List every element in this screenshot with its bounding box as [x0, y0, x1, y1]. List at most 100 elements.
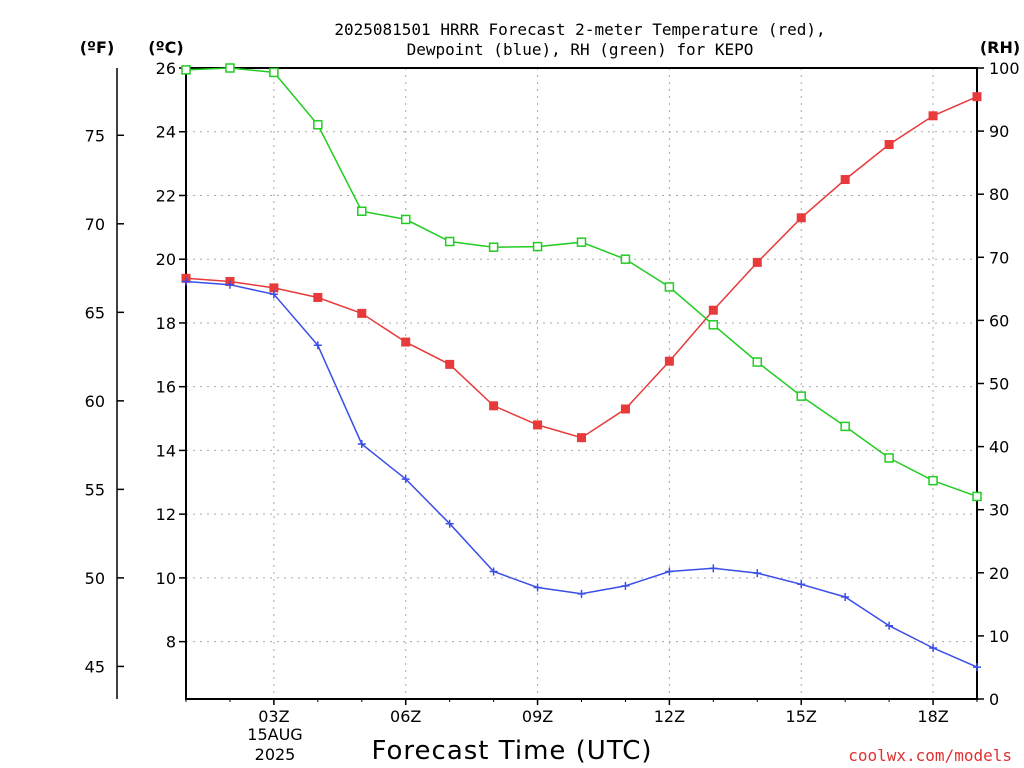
temperature-point — [928, 111, 938, 121]
relative-humidity-point — [532, 241, 543, 252]
x-tick-label: 06Z — [390, 707, 421, 726]
temperature-point — [708, 305, 718, 315]
rh-tick-label: 0 — [989, 690, 999, 709]
fahrenheit-tick-label: 50 — [85, 569, 105, 588]
celsius-tick-label: 24 — [156, 123, 176, 142]
relative-humidity-point — [181, 65, 191, 75]
temperature-point — [445, 359, 455, 369]
celsius-tick-label: 8 — [166, 633, 176, 652]
rh-tick-label: 90 — [989, 122, 1009, 141]
temperature-point — [313, 292, 323, 302]
celsius-tick-label: 12 — [156, 505, 176, 524]
axes-layer: 8 10 12 14 16 18 20 22 24 26 45 50 55 60 65 70 75 0 10 20 30… — [85, 59, 1020, 726]
temperature-point — [884, 139, 894, 149]
dewpoint-point — [225, 280, 234, 289]
temperature-point — [752, 257, 762, 267]
relative-humidity-point — [488, 242, 499, 252]
dewpoint-point — [885, 621, 894, 630]
x-tick-label: 09Z — [522, 707, 553, 726]
rh-tick-label: 80 — [989, 185, 1009, 204]
dewpoint-point — [973, 663, 981, 672]
relative-humidity-point — [313, 120, 323, 130]
rh-tick-label: 40 — [989, 438, 1009, 457]
temperature-point — [577, 433, 586, 443]
fahrenheit-tick-label: 75 — [85, 126, 105, 145]
dewpoint-point — [182, 277, 190, 286]
relative-humidity-point — [972, 491, 982, 502]
relative-humidity-point — [444, 236, 455, 247]
dewpoint-point — [577, 589, 586, 598]
temperature-point — [840, 175, 850, 185]
temperature-point — [489, 401, 499, 411]
relative-humidity-point — [620, 254, 631, 264]
temperature-point — [533, 420, 543, 430]
dewpoint-point — [401, 475, 410, 484]
dewpoint-line — [185, 280, 978, 668]
celsius-tick-label: 14 — [156, 441, 176, 460]
fahrenheit-tick-label: 65 — [85, 303, 105, 322]
relative-humidity-point — [357, 206, 367, 216]
dewpoint-point — [621, 581, 630, 590]
celsius-tick-label: 18 — [156, 314, 176, 333]
temperature-point — [357, 308, 367, 318]
dewpoint-point — [665, 567, 674, 576]
x-tick-label: 03Z — [258, 707, 289, 726]
relative-humidity-point — [752, 357, 763, 367]
date-year-label: 2025 — [255, 745, 296, 764]
relative-humidity-point — [708, 320, 719, 330]
fahrenheit-tick-label: 45 — [85, 657, 105, 676]
temperature-point — [972, 92, 982, 102]
dewpoint-point — [797, 580, 806, 589]
relative-humidity-point — [400, 214, 411, 225]
x-axis-label: Forecast Time (UTC) — [371, 736, 652, 766]
dewpoint-point — [313, 341, 322, 350]
rh-tick-label: 100 — [989, 59, 1020, 78]
celsius-tick-label: 16 — [156, 378, 176, 397]
dewpoint-point — [709, 564, 718, 573]
fahrenheit-tick-label: 70 — [85, 215, 105, 234]
credit-label: coolwx.com/models — [848, 746, 1012, 765]
rh-tick-label: 50 — [989, 375, 1009, 394]
relative-humidity-point — [225, 63, 235, 73]
relative-humidity-point — [840, 421, 850, 432]
celsius-tick-label: 10 — [156, 569, 176, 588]
x-tick-label: 12Z — [654, 707, 685, 726]
series-layer — [181, 63, 982, 672]
dewpoint-point — [841, 593, 850, 602]
plot-frame — [185, 67, 978, 700]
x-tick-label: 15Z — [786, 707, 817, 726]
relative-humidity-point — [269, 67, 279, 78]
rh-tick-label: 10 — [989, 627, 1009, 646]
rh-tick-label: 70 — [989, 248, 1009, 267]
dewpoint-point — [753, 569, 762, 578]
x-tick-label: 18Z — [917, 707, 948, 726]
grid-layer — [186, 67, 977, 699]
temperature-point — [620, 404, 630, 414]
rh-tick-label: 30 — [989, 501, 1009, 520]
relative-humidity-point — [664, 282, 675, 292]
temperature-point — [664, 356, 674, 366]
fahrenheit-tick-label: 60 — [85, 392, 105, 411]
relative-humidity-point — [884, 453, 894, 463]
celsius-tick-label: 22 — [156, 186, 176, 205]
dewpoint-point — [533, 583, 542, 592]
dewpoint-point — [489, 567, 498, 576]
celsius-unit-label: (ºC) — [148, 38, 183, 57]
temperature-point — [796, 213, 806, 223]
celsius-tick-label: 20 — [156, 250, 176, 269]
fahrenheit-unit-label: (ºF) — [80, 38, 115, 57]
rh-unit-label: (RH) — [980, 38, 1020, 57]
dewpoint-point — [929, 644, 938, 653]
date-day-label: 15AUG — [247, 725, 302, 744]
temperature-point — [401, 337, 411, 347]
relative-humidity-point — [928, 475, 938, 486]
dewpoint-point — [445, 519, 454, 528]
relative-humidity-point — [796, 391, 806, 401]
chart-title-line2: Dewpoint (blue), RH (green) for KEPO — [407, 40, 754, 59]
chart-title-line1: 2025081501 HRRR Forecast 2-meter Tempera… — [334, 20, 825, 39]
celsius-tick-label: 26 — [156, 59, 176, 78]
rh-tick-label: 60 — [989, 311, 1009, 330]
dewpoint-point — [357, 440, 366, 449]
dewpoint-point — [269, 290, 278, 299]
